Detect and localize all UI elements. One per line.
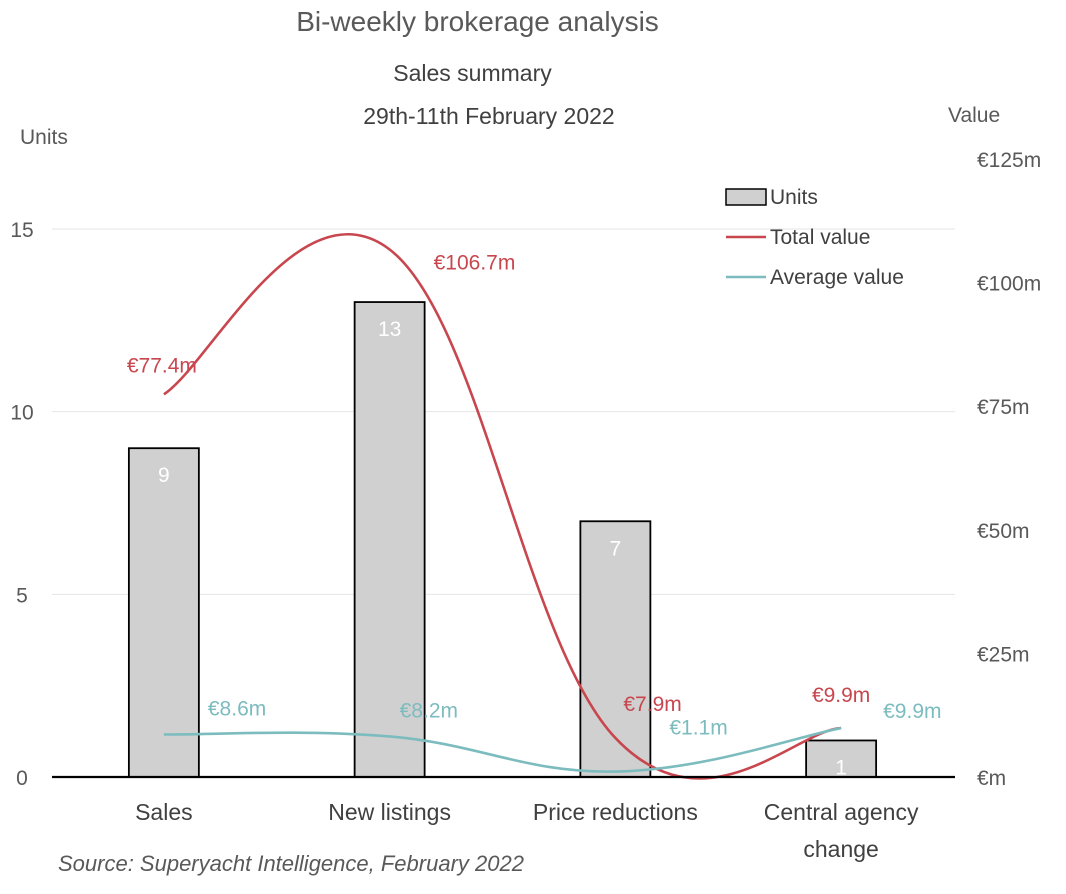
series-line-total-value [163, 232, 842, 780]
category-label: change [803, 836, 878, 862]
left-axis-tick-label: 5 [16, 584, 28, 607]
source-note: Source: Superyacht Intelligence, Februar… [58, 851, 524, 876]
left-axis-tick-label: 0 [16, 767, 28, 790]
right-axis-tick-label: €25m [977, 643, 1030, 666]
chart-date-range: 29th-11th February 2022 [363, 103, 615, 129]
chart-subtitle: Sales summary [393, 60, 552, 86]
bar [127, 447, 200, 778]
series-line-average-value [163, 726, 842, 773]
right-axis-title: Value [948, 104, 1001, 127]
line-data-label: €77.4m [127, 354, 197, 377]
line-data-label: €7.9m [623, 693, 681, 716]
category-label: Sales [135, 799, 193, 825]
legend-label: Total value [770, 226, 870, 249]
bar-data-label: 7 [610, 537, 622, 560]
bar-data-label: 9 [158, 464, 170, 487]
line-data-label: €8.6m [208, 697, 266, 720]
right-axis-tick-label: €m [977, 767, 1006, 790]
bar [353, 301, 426, 778]
right-axis-tick-label: €50m [977, 520, 1030, 543]
left-axis-tick-label: 15 [10, 219, 33, 242]
line-data-label: €9.9m [883, 700, 941, 723]
left-axis-tick-label: 10 [10, 402, 33, 425]
right-axis-tick-label: €125m [977, 149, 1041, 172]
line-data-label: €106.7m [434, 251, 516, 274]
left-axis-title: Units [20, 126, 68, 149]
right-axis-tick-label: €75m [977, 396, 1030, 419]
bar [579, 520, 652, 778]
legend-label: Average value [770, 266, 904, 289]
line-data-label: €9.9m [812, 684, 870, 707]
category-label: New listings [328, 799, 451, 825]
chart-title: Bi-weekly brokerage analysis [296, 6, 659, 37]
legend-swatch [725, 188, 767, 206]
category-label: Central agency [764, 799, 919, 825]
right-axis-tick-label: €100m [977, 273, 1041, 296]
bar [805, 739, 878, 778]
category-label: Price reductions [533, 799, 698, 825]
line-data-label: €1.1m [669, 717, 727, 740]
line-data-label: €8.2m [400, 699, 458, 722]
legend-label: Units [770, 186, 818, 209]
bar-data-label: 1 [835, 756, 847, 779]
bar-data-label: 13 [378, 318, 401, 341]
